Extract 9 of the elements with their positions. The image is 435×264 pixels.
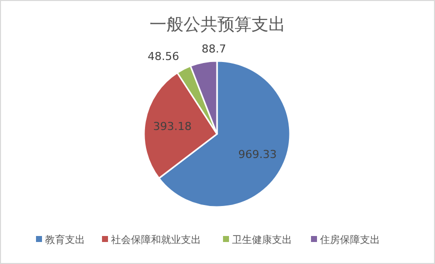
data-label: 393.18 xyxy=(153,120,192,134)
data-label: 48.56 xyxy=(148,50,180,64)
data-label: 969.33 xyxy=(238,148,277,162)
data-label: 88.7 xyxy=(202,42,226,56)
legend-label: 住房保障支出 xyxy=(320,234,380,246)
legend-label: 卫生健康支出 xyxy=(232,234,292,246)
legend-label: 社会保障和就业支出 xyxy=(111,234,201,246)
chart-title: 一般公共预算支出 xyxy=(150,15,286,35)
legend-label: 教育支出 xyxy=(45,234,85,246)
